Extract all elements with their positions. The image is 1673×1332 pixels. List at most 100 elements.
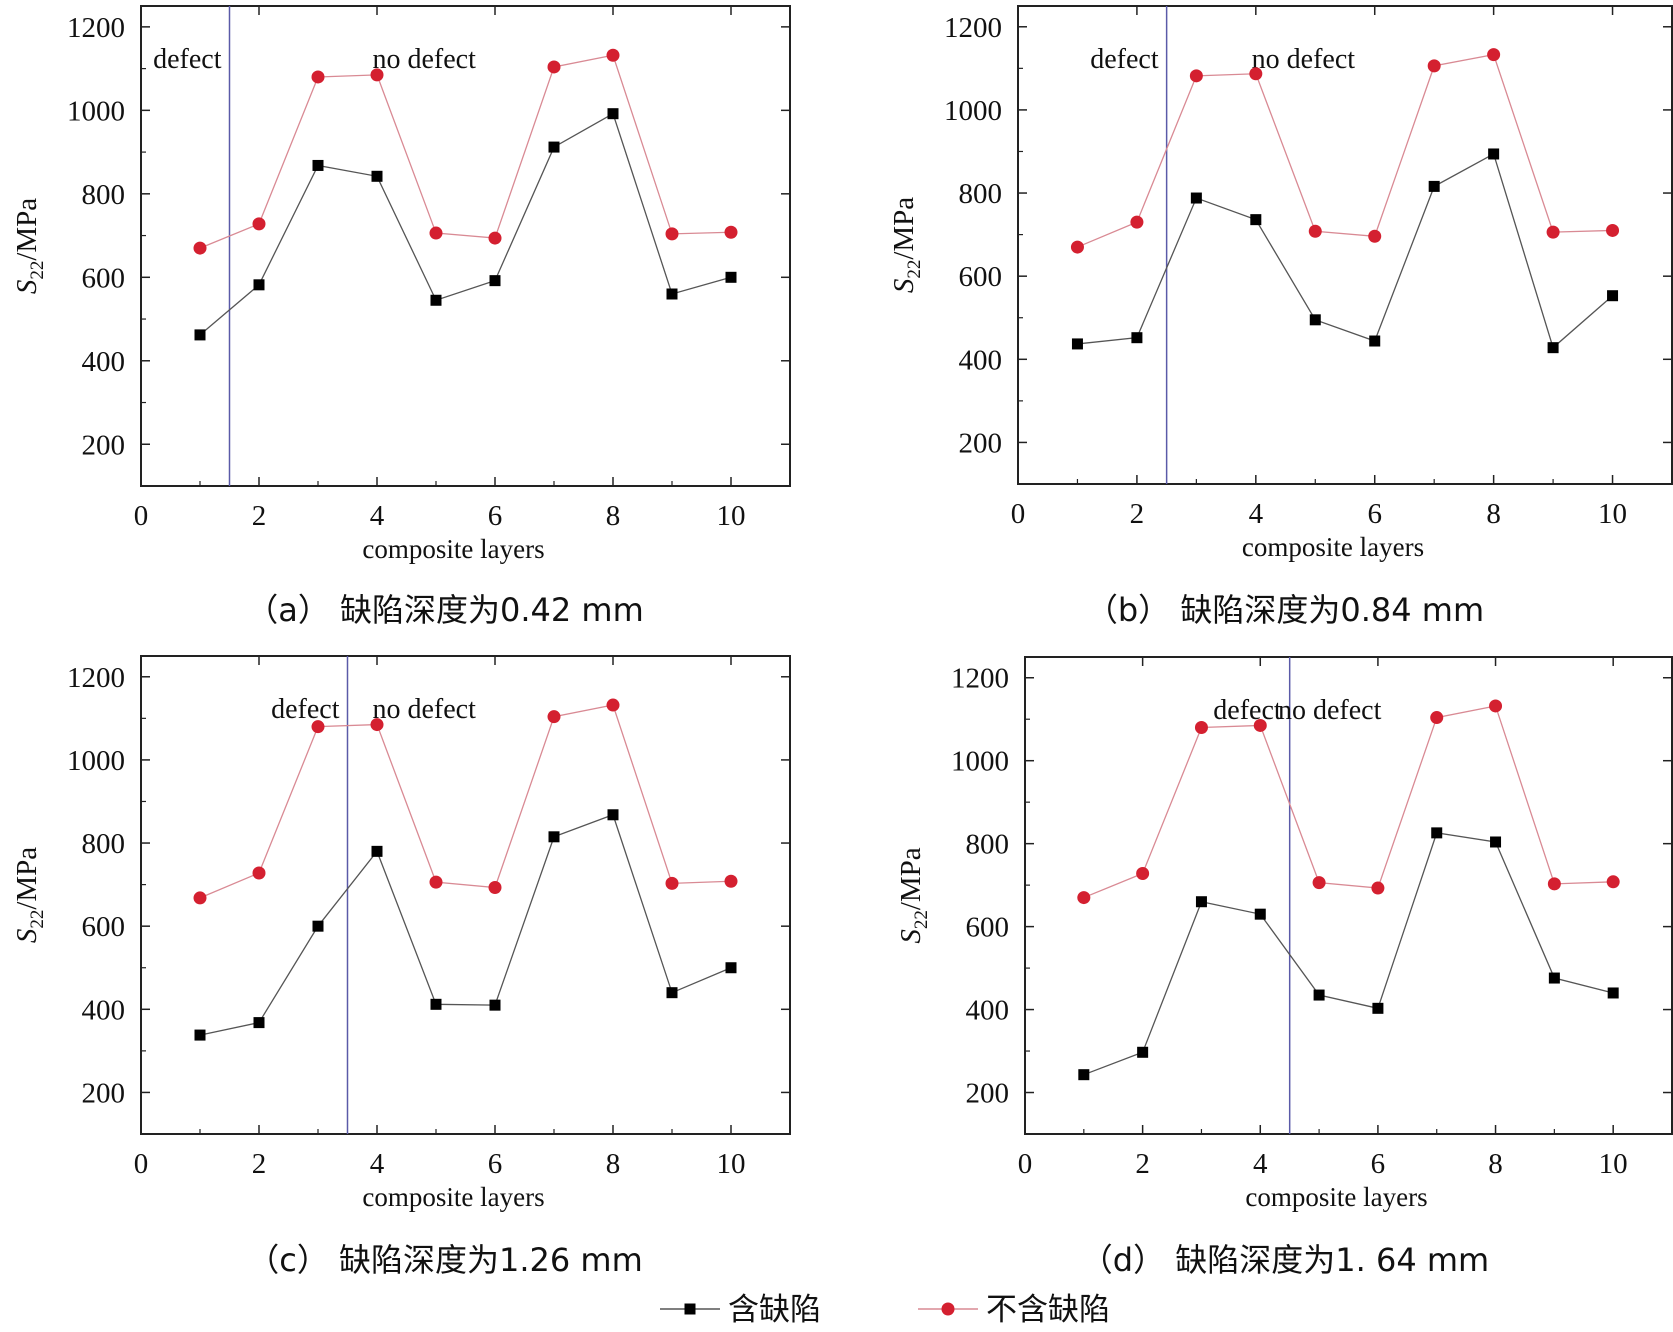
y-tick-label: 800 bbox=[82, 828, 126, 860]
data-point-no-defect bbox=[193, 891, 207, 905]
data-point-no-defect bbox=[1308, 224, 1322, 238]
y-tick-label: 600 bbox=[82, 911, 126, 943]
data-point-defect bbox=[1078, 1069, 1090, 1081]
data-point-no-defect bbox=[1368, 229, 1382, 243]
y-axis-label-subscript: 22 bbox=[904, 260, 925, 279]
y-tick-label: 1200 bbox=[67, 662, 125, 694]
y-tick-label: 800 bbox=[966, 829, 1010, 861]
data-point-no-defect bbox=[1130, 215, 1144, 229]
series-line-defect bbox=[1077, 153, 1613, 349]
x-tick-label: 8 bbox=[606, 500, 621, 532]
data-point-defect bbox=[1250, 214, 1262, 226]
data-point-defect bbox=[430, 294, 442, 306]
series-line-defect bbox=[199, 813, 732, 1036]
data-point-no-defect bbox=[370, 718, 384, 732]
y-axis-label-symbol: S bbox=[11, 279, 43, 294]
data-point-defect bbox=[489, 999, 501, 1011]
x-tick-label: 10 bbox=[717, 500, 746, 532]
panel-caption: （b） 缺陷深度为0.84 mm bbox=[1086, 591, 1484, 629]
data-point-no-defect bbox=[370, 68, 384, 82]
plot-frame bbox=[140, 5, 791, 487]
data-point-defect bbox=[1431, 827, 1443, 839]
data-point-no-defect bbox=[488, 231, 502, 245]
x-tick-label: 0 bbox=[134, 500, 149, 532]
x-tick-label: 2 bbox=[1135, 1148, 1150, 1180]
data-point-no-defect bbox=[1487, 48, 1501, 62]
x-tick-label: 2 bbox=[252, 1148, 267, 1180]
panel-caption: （c） 缺陷深度为1.26 mm bbox=[247, 1241, 643, 1279]
data-point-defect bbox=[194, 1029, 206, 1041]
data-point-no-defect bbox=[193, 241, 207, 255]
x-tick-label: 2 bbox=[1130, 498, 1145, 530]
data-point-defect bbox=[1071, 338, 1083, 350]
data-point-no-defect bbox=[547, 60, 561, 74]
y-tick-label: 200 bbox=[82, 1077, 126, 1109]
data-point-defect bbox=[1131, 332, 1143, 344]
x-tick-label: 6 bbox=[1371, 1148, 1386, 1180]
defect-annotation: defect bbox=[1090, 44, 1159, 75]
data-point-defect bbox=[548, 141, 560, 153]
series-line-defect bbox=[199, 112, 732, 336]
y-tick-label: 1200 bbox=[944, 12, 1002, 44]
x-tick-label: 0 bbox=[1011, 498, 1026, 530]
y-axis-label-symbol: S bbox=[888, 278, 920, 293]
x-tick-label: 2 bbox=[252, 500, 267, 532]
data-point-no-defect bbox=[1194, 721, 1208, 735]
x-axis-label: composite layers bbox=[362, 1182, 544, 1212]
data-point-defect bbox=[1547, 342, 1559, 354]
legend-label: 含缺陷 bbox=[728, 1292, 821, 1328]
series-line-no-defect bbox=[1077, 53, 1613, 248]
data-point-defect bbox=[666, 987, 678, 999]
data-point-defect bbox=[1607, 987, 1619, 999]
x-tick-label: 4 bbox=[370, 1148, 385, 1180]
data-point-no-defect bbox=[1371, 881, 1385, 895]
data-point-defect bbox=[1490, 836, 1502, 848]
defect-annotation: defect bbox=[1213, 695, 1282, 726]
data-point-no-defect bbox=[1312, 876, 1326, 890]
data-point-no-defect bbox=[1546, 225, 1560, 239]
panel-caption: （d） 缺陷深度为1. 64 mm bbox=[1081, 1241, 1489, 1279]
series-line-no-defect bbox=[199, 704, 732, 899]
data-point-no-defect bbox=[1606, 875, 1620, 889]
y-axis-label-unit: /MPa bbox=[11, 847, 43, 910]
data-point-no-defect bbox=[665, 227, 679, 241]
y-axis-label-unit: /MPa bbox=[11, 198, 43, 261]
data-point-defect bbox=[253, 1017, 265, 1029]
data-point-no-defect bbox=[1070, 240, 1084, 254]
x-tick-label: 6 bbox=[1367, 498, 1382, 530]
data-point-defect bbox=[1607, 290, 1619, 302]
x-tick-label: 0 bbox=[134, 1148, 149, 1180]
y-axis-label-subscript: 22 bbox=[27, 261, 48, 280]
x-axis-label: composite layers bbox=[362, 534, 544, 564]
data-point-defect bbox=[312, 159, 324, 171]
data-point-no-defect bbox=[1249, 67, 1263, 81]
data-point-defect bbox=[607, 809, 619, 821]
y-tick-label: 800 bbox=[959, 178, 1003, 210]
y-axis-label-unit: /MPa bbox=[895, 847, 927, 910]
data-point-no-defect bbox=[252, 866, 266, 880]
data-point-defect bbox=[1428, 180, 1440, 192]
chart-panel-3: 0 2 4 6 8 10 200 400 600 800 1000 1200 composite lay… bbox=[11, 655, 791, 1279]
data-point-defect bbox=[430, 998, 442, 1010]
plot-frame bbox=[140, 655, 791, 1135]
x-tick-label: 8 bbox=[606, 1148, 621, 1180]
plot-frame bbox=[1024, 656, 1673, 1135]
data-point-defect bbox=[666, 288, 678, 300]
no-defect-annotation: no defect bbox=[1252, 44, 1356, 75]
y-tick-label: 200 bbox=[959, 427, 1003, 459]
x-axis-label: composite layers bbox=[1242, 532, 1424, 562]
data-point-no-defect bbox=[1489, 699, 1503, 713]
legend-label: 不含缺陷 bbox=[986, 1292, 1110, 1328]
data-point-no-defect bbox=[724, 225, 738, 239]
chart-panel-4: 0 2 4 6 8 10 200 400 600 800 1000 1200 composite lay… bbox=[895, 656, 1673, 1279]
data-point-no-defect bbox=[311, 720, 325, 734]
data-point-defect bbox=[1372, 1002, 1384, 1014]
data-point-defect bbox=[371, 845, 383, 857]
y-tick-label: 400 bbox=[966, 995, 1010, 1027]
x-tick-label: 4 bbox=[1249, 498, 1264, 530]
y-tick-label: 1000 bbox=[67, 745, 125, 777]
y-tick-label: 800 bbox=[82, 179, 126, 211]
x-axis-label: composite layers bbox=[1245, 1182, 1427, 1212]
data-point-no-defect bbox=[1253, 718, 1267, 732]
x-tick-label: 8 bbox=[1488, 1148, 1503, 1180]
